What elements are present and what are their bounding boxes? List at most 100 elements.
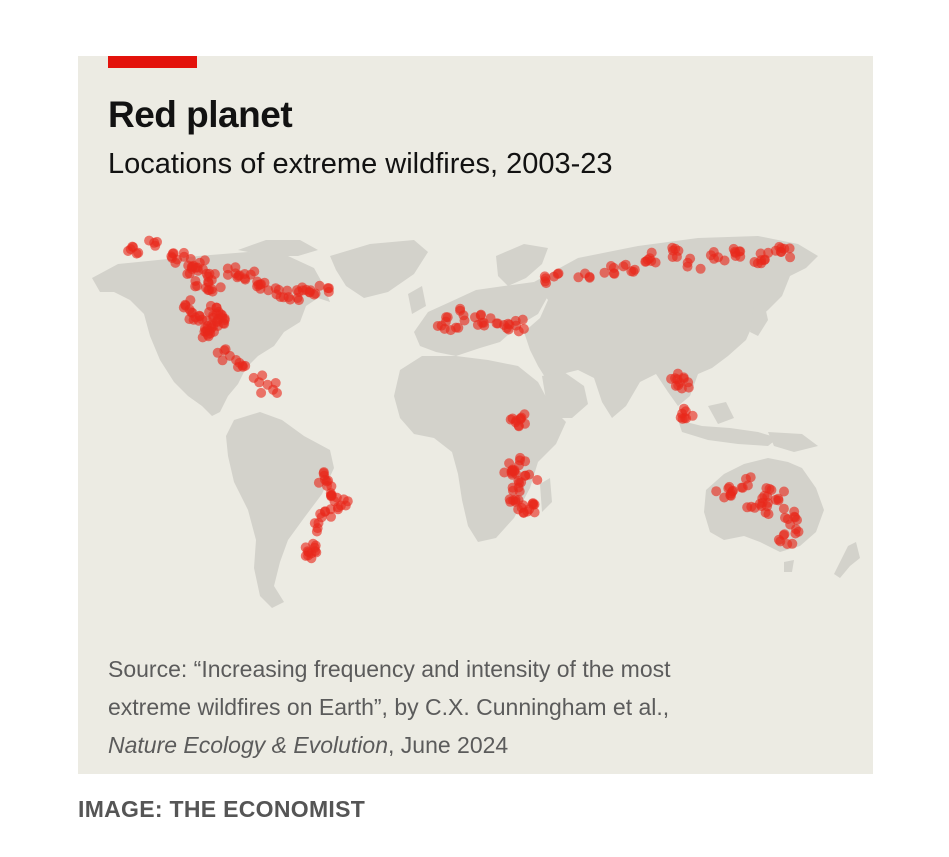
wildfire-point [708, 247, 719, 257]
image-credit: IMAGE: THE ECONOMIST [78, 796, 366, 822]
wildfire-point [756, 501, 767, 512]
world-map [92, 235, 860, 608]
wildfire-point [199, 255, 210, 266]
borneo-land [708, 402, 734, 424]
wildfire-point [618, 261, 629, 272]
wildfire-point [759, 255, 770, 266]
wildfire-point [518, 323, 529, 334]
wildfire-point [679, 403, 689, 414]
wildfire-point [742, 502, 753, 513]
wildfire-point [476, 309, 486, 320]
wildfire-point [503, 318, 513, 329]
wildfire-point [553, 268, 564, 279]
tasmania-land [784, 560, 794, 572]
wildfire-point [749, 257, 760, 267]
wildfire-point [779, 486, 789, 497]
wildfire-point [728, 485, 738, 496]
wildfire-point [517, 314, 528, 325]
wildfire-point [313, 518, 324, 528]
source-journal: Nature Ecology & Evolution [108, 732, 388, 758]
wildfire-point [209, 269, 220, 279]
wildfire-point [514, 486, 525, 497]
wildfire-point [599, 267, 610, 278]
wildfire-point [646, 247, 657, 258]
wildfire-point [763, 509, 774, 520]
wildfire-point [237, 360, 248, 371]
africa-land [394, 356, 566, 542]
new-zealand-land [834, 542, 860, 578]
wildfire-point [729, 246, 740, 257]
wildfire-point [131, 248, 142, 259]
wildfire-point [342, 496, 353, 507]
wildfire-point [254, 377, 265, 388]
wildfire-point [256, 387, 267, 398]
wildfire-point [528, 499, 539, 510]
wildfire-point [785, 252, 796, 263]
wildfire-point [144, 235, 155, 246]
source-line-2: extreme wildfires on Earth”, by C.X. Cun… [108, 694, 670, 720]
wildfire-point [458, 310, 469, 321]
wildfire-points [123, 235, 804, 564]
arabian-peninsula-land [542, 372, 588, 418]
wildfire-point [192, 280, 203, 291]
wildfire-point [764, 483, 775, 494]
wildfire-point [670, 373, 681, 384]
source-line-1: Source: “Increasing frequency and intens… [108, 656, 671, 682]
source-note: Source: “Increasing frequency and intens… [108, 650, 848, 764]
wildfire-point [642, 254, 653, 265]
wildfire-point [778, 503, 789, 514]
wildfire-point [206, 284, 217, 295]
wildfire-point [314, 280, 325, 291]
wildfire-point [185, 295, 196, 306]
wildfire-point [606, 261, 616, 271]
chart-panel: Red planet Locations of extreme wildfire… [78, 56, 873, 774]
wildfire-point [222, 269, 233, 280]
wildfire-point [515, 452, 526, 463]
wildfire-point [185, 254, 196, 264]
wildfire-point [187, 261, 198, 272]
wildfire-point [745, 472, 756, 483]
wildfire-point [671, 251, 682, 262]
wildfire-point [681, 413, 692, 424]
wildfire-point [293, 295, 304, 306]
wildfire-point [516, 477, 527, 488]
wildfire-point [510, 494, 521, 505]
wildfire-point [650, 257, 661, 268]
chart-title: Red planet [108, 94, 293, 135]
wildfire-point [219, 345, 230, 356]
wildfire-point [203, 331, 214, 342]
wildfire-point [270, 378, 281, 388]
wildfire-point [511, 320, 522, 331]
wildfire-point [513, 460, 524, 471]
wildfire-point [711, 486, 722, 497]
madagascar-land [540, 478, 552, 512]
wildfire-point [194, 310, 205, 321]
wildfire-point [300, 550, 311, 561]
wildfire-point [695, 263, 706, 274]
wildfire-point [682, 257, 693, 268]
wildfire-point [584, 271, 595, 282]
japan-land [750, 302, 768, 336]
arctic-islands-land [238, 240, 318, 256]
red-accent-bar [108, 56, 197, 68]
wildfire-point [205, 300, 216, 311]
wildfire-point [790, 528, 801, 539]
british-isles-land [408, 286, 426, 314]
wildfire-point [779, 243, 790, 254]
wildfire-point [239, 273, 250, 284]
wildfire-point [453, 322, 464, 333]
wildfire-point [518, 507, 529, 518]
wildfire-point [532, 475, 543, 485]
wildfire-point [515, 414, 526, 425]
source-line-3: Nature Ecology & Evolution, June 2024 [108, 726, 848, 764]
new-guinea-land [768, 432, 818, 452]
wildfire-point [186, 307, 197, 318]
wildfire-point [273, 284, 284, 295]
wildfire-point [770, 245, 781, 256]
wildfire-point [775, 536, 786, 547]
wildfire-point [215, 282, 226, 293]
wildfire-point [297, 282, 308, 293]
wildfire-point [439, 323, 450, 334]
wildfire-point [507, 413, 518, 424]
greenland-land [330, 240, 428, 298]
